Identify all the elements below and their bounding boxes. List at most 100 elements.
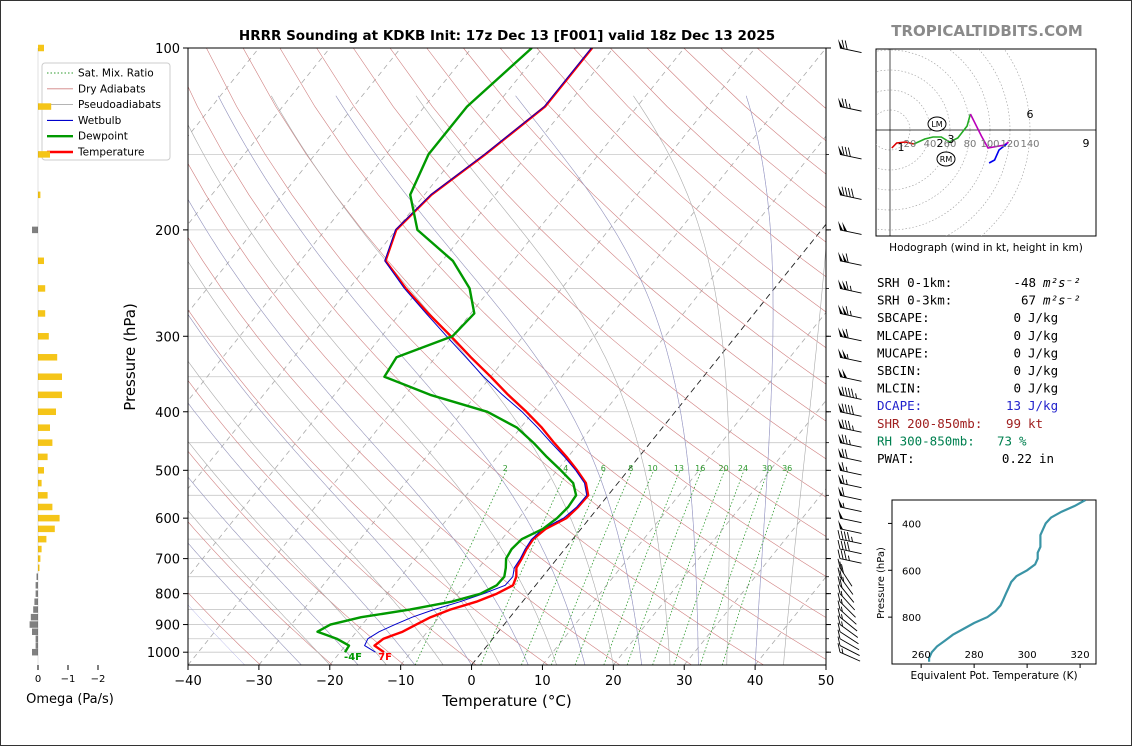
dry-adiabat xyxy=(188,308,549,665)
index-unit: % xyxy=(1019,433,1027,448)
barb-flag xyxy=(839,570,843,580)
omega-bar xyxy=(38,467,44,474)
chart-title: HRRR Sounding at KDKB Init: 17z Dec 13 [… xyxy=(239,28,775,44)
barb-pennant xyxy=(838,304,844,315)
hodograph-caption: Hodograph (wind in kt, height in km) xyxy=(889,242,1083,254)
isotherm xyxy=(258,48,756,665)
pseudoadiabat xyxy=(415,95,671,665)
dry-adiabat xyxy=(188,592,261,665)
barb-staff xyxy=(839,482,862,489)
brand-watermark: TROPICALTIDBITS.COM xyxy=(891,22,1083,40)
index-value: 99 xyxy=(1006,416,1021,431)
barb-flag xyxy=(851,405,854,415)
wind-barb xyxy=(838,519,862,534)
barb-flag xyxy=(841,564,844,574)
y-tick-label: 500 xyxy=(155,464,180,479)
dry-adiabat xyxy=(279,48,826,577)
legend-box xyxy=(41,62,171,161)
omega-bar xyxy=(38,151,50,158)
index-value: 0 xyxy=(1013,310,1021,325)
barb-pennant xyxy=(842,305,848,315)
barb-flag xyxy=(841,403,845,413)
barb-staff xyxy=(839,356,862,363)
barb-staff xyxy=(839,194,862,200)
index-value: 0 xyxy=(1013,328,1021,343)
hodograph-ring-label: 120 xyxy=(1000,139,1019,150)
mixing-ratio-line xyxy=(626,470,702,665)
omega-bar xyxy=(32,648,38,656)
barb-half-flag xyxy=(847,555,850,561)
wetbulb-reference-line xyxy=(188,476,359,665)
wind-barb xyxy=(837,615,859,638)
wind-barb xyxy=(837,636,860,656)
barb-half-flag xyxy=(841,621,844,627)
omega-bar xyxy=(38,257,44,265)
dry-adiabat xyxy=(426,48,826,422)
barb-half-flag xyxy=(840,598,843,605)
dry-adiabat xyxy=(316,48,826,537)
wind-barb xyxy=(837,558,853,587)
x-tick-label: 0 xyxy=(467,674,475,689)
y-tick-label: 100 xyxy=(155,42,180,57)
barb-flag xyxy=(837,558,841,568)
barb-flag xyxy=(837,600,841,610)
barb-staff xyxy=(839,456,862,462)
mixing-ratio-line xyxy=(652,470,725,665)
barb-pennant xyxy=(838,497,844,508)
omega-bar xyxy=(38,545,42,553)
omega-bar xyxy=(38,408,56,416)
skewt-axes-frame xyxy=(187,47,827,666)
barb-staff xyxy=(839,593,856,611)
theta-e-y-tick-label: 400 xyxy=(902,519,921,530)
index-value: 0 xyxy=(1013,345,1021,360)
barb-flag xyxy=(837,615,841,625)
dry-adiabat xyxy=(536,48,826,313)
index-row: SBCIN: 0 J/kg xyxy=(877,363,1058,378)
hodograph-height-label: 1 xyxy=(898,141,905,154)
barb-half-flag xyxy=(840,590,843,597)
omega-bar xyxy=(35,635,38,642)
barb-half-flag xyxy=(848,439,851,445)
legend: Sat. Mix. Ratio Dry Adiabats Pseudoadiabat… xyxy=(41,62,171,161)
wind-barb xyxy=(838,39,862,54)
wind-barb xyxy=(838,185,862,200)
pseudoadiabat xyxy=(633,95,730,665)
y-tick-label: 400 xyxy=(155,406,180,421)
wind-barb xyxy=(838,497,862,513)
omega-bar xyxy=(38,453,48,461)
omega-bar xyxy=(35,582,38,589)
isotherm xyxy=(188,48,685,665)
index-unit: J/kg xyxy=(1028,381,1058,396)
barb-flag xyxy=(839,578,843,588)
mixing-ratio-label: 6 xyxy=(601,464,606,473)
barb-flag xyxy=(837,567,841,577)
y-tick-label: 300 xyxy=(155,330,180,345)
barb-flag xyxy=(837,530,841,540)
omega-bar xyxy=(36,573,38,580)
barb-half-flag xyxy=(851,536,853,542)
mixing-ratio-line xyxy=(699,470,769,665)
index-row: SBCAPE: 0 J/kg xyxy=(877,310,1058,325)
dry-adiabat xyxy=(188,163,692,665)
barb-staff xyxy=(839,394,862,400)
mixing-ratio-label: 8 xyxy=(628,464,633,473)
pseudoadiabat xyxy=(783,242,826,665)
pseudoadiabat xyxy=(188,476,359,665)
omega-bar xyxy=(38,564,40,572)
barb-pennant xyxy=(838,509,844,519)
theta-e-y-tick-label: 800 xyxy=(902,613,921,624)
wind-barb xyxy=(838,220,862,235)
mixing-ratio-line xyxy=(673,470,745,665)
barb-flag xyxy=(844,420,848,430)
theta-e-panel: 260 280 300 320 400 600 800 xyxy=(888,499,1097,668)
barb-flag xyxy=(841,386,845,396)
hodograph-rings xyxy=(876,49,1096,236)
omega-bar xyxy=(38,103,52,110)
barb-pennant xyxy=(842,349,848,359)
barb-flag xyxy=(844,98,848,109)
barb-flag xyxy=(846,541,850,552)
barb-flag xyxy=(847,187,851,198)
barb-staff xyxy=(839,313,862,319)
omega-bar xyxy=(35,642,38,649)
